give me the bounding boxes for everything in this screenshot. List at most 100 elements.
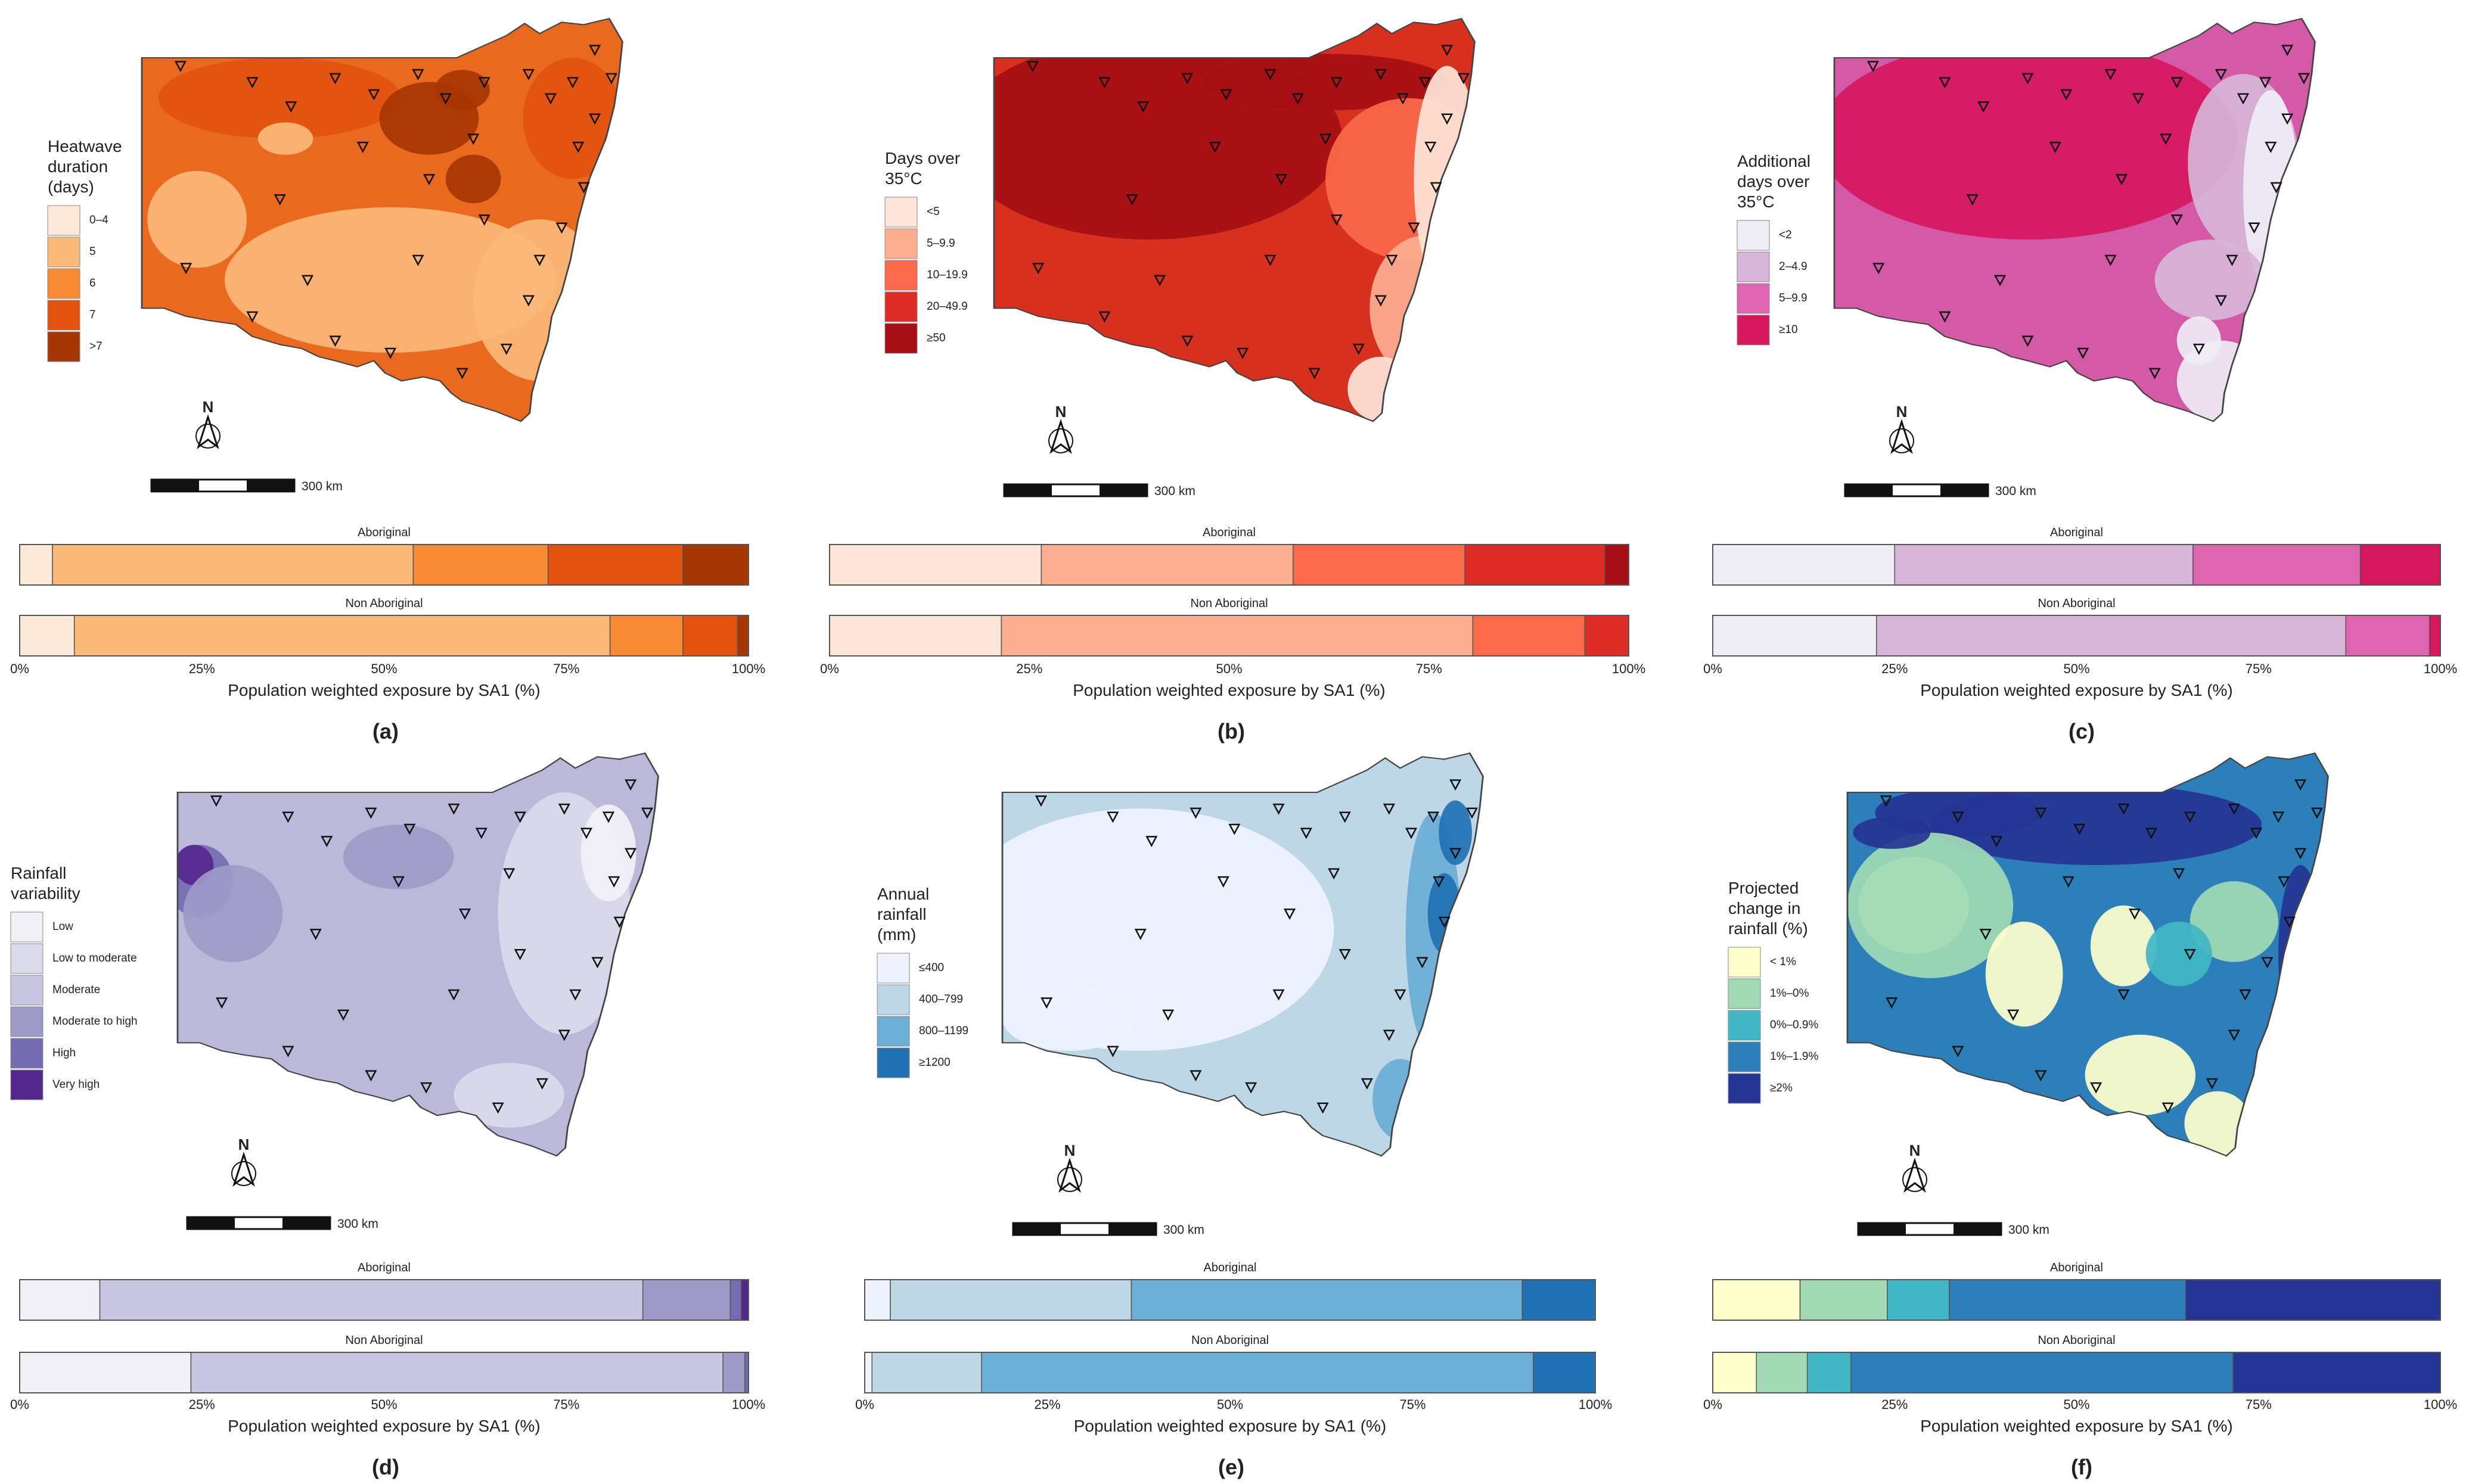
group-label: Aboriginal (1204, 1261, 1257, 1274)
map-zone (1204, 54, 1448, 111)
station-marker (2239, 989, 2251, 1001)
station-marker (1035, 795, 1047, 807)
tick-label: 75% (553, 661, 579, 676)
group-label: Aboriginal (2050, 526, 2103, 539)
bar-frame (829, 544, 1629, 586)
station-marker (439, 93, 452, 105)
map-zone (445, 154, 501, 204)
station-marker (1330, 77, 1343, 89)
bar-segment (741, 1279, 749, 1321)
station-marker (1126, 194, 1138, 206)
station-marker (1098, 77, 1111, 89)
legend-swatch (1737, 315, 1770, 346)
tick-label: 25% (1881, 661, 1908, 676)
station-marker (1308, 368, 1321, 379)
scale-bar-segment (1100, 484, 1147, 496)
station-marker (2261, 957, 2274, 969)
station-marker (591, 957, 604, 969)
bar-frame (829, 615, 1629, 657)
station-marker (1098, 311, 1111, 323)
bar-segment (871, 1352, 982, 1393)
bar-segment (2428, 615, 2441, 657)
legend-label: 5–9.9 (1779, 292, 1808, 304)
map-zone (183, 865, 283, 962)
panel-4: N 300 km Rainfall variability Low Low to mode… (10, 752, 765, 1479)
station-marker (2192, 343, 2205, 355)
station-marker (2259, 77, 2272, 89)
tick-label: 100% (2424, 661, 2457, 676)
bar-segment (1712, 1352, 1757, 1393)
map-outline (1846, 752, 2329, 1157)
map-zone (1347, 356, 1414, 422)
station-marker (1383, 1029, 1395, 1041)
tick-label: 50% (1217, 1397, 1243, 1412)
group-label: Non Aboriginal (2038, 1334, 2115, 1347)
station-marker (605, 73, 618, 85)
bar-segment (981, 1352, 1534, 1393)
map-zones (178, 792, 636, 1128)
station-marker (337, 1009, 350, 1021)
station-marker (589, 45, 601, 57)
legend-label: Very high (52, 1078, 100, 1091)
station-marker (1383, 803, 1395, 815)
station-marker (1386, 254, 1398, 266)
north-label: N (203, 398, 214, 416)
bar-segment (609, 615, 684, 657)
station-marker (500, 343, 513, 355)
map-zone (1834, 38, 2238, 240)
north-arrow-icon (232, 1152, 255, 1187)
station-marker (2297, 73, 2310, 85)
station-marker (1328, 868, 1340, 880)
station-marker (1966, 194, 1979, 206)
station-marker (1319, 133, 1332, 145)
scale-bar-segment (1845, 484, 1893, 496)
station-marker (1457, 73, 1470, 85)
station-marker (1424, 141, 1437, 153)
bar-segment (1001, 615, 1474, 657)
bar-segment (1712, 544, 1895, 586)
bar-frame (19, 1279, 749, 1321)
station-marker (448, 989, 460, 1001)
bar-segment (2232, 1352, 2441, 1393)
scale-bar-segment (1858, 1223, 1906, 1235)
scale-bar-segment (1004, 484, 1052, 496)
bar-segment (73, 615, 611, 657)
bar-segment (864, 1279, 891, 1321)
station-marker (2021, 335, 2034, 347)
north-label: N (1896, 403, 1908, 421)
station-marker (558, 1029, 570, 1041)
north-arrow-ring (1889, 428, 1914, 453)
station-marker (1939, 77, 1951, 89)
map-zone (147, 170, 247, 268)
map-zone (1002, 986, 1135, 1051)
station-markers (174, 45, 618, 379)
bar-segment (1875, 615, 2347, 657)
station-marker (1990, 836, 2003, 848)
legend-title: (days) (48, 178, 94, 196)
map-outline (1001, 752, 1484, 1157)
nsw-map (1833, 17, 2316, 422)
station-marker (1190, 807, 1202, 819)
tick-label: 50% (2063, 1397, 2089, 1412)
north-label: N (238, 1135, 250, 1153)
map-zones (1834, 38, 2299, 422)
station-marker (625, 848, 637, 860)
bar-segment (829, 615, 1002, 657)
station-marker (2272, 811, 2285, 823)
station-marker (246, 311, 259, 323)
map-outline (993, 17, 1476, 422)
legend-title: Heatwave (48, 137, 122, 155)
tick-label: 0% (10, 661, 29, 676)
station-markers (1035, 779, 1479, 1114)
station-marker (2237, 93, 2250, 105)
station-marker (274, 194, 286, 206)
tick-label: 75% (2246, 661, 2272, 676)
bar-segment (1806, 1352, 1852, 1393)
station-marker (365, 807, 377, 819)
tick-label: 50% (371, 661, 397, 676)
station-marker (302, 275, 314, 287)
station-marker (285, 101, 297, 113)
station-marker (2206, 1078, 2218, 1090)
legend-swatch (1728, 947, 1761, 978)
